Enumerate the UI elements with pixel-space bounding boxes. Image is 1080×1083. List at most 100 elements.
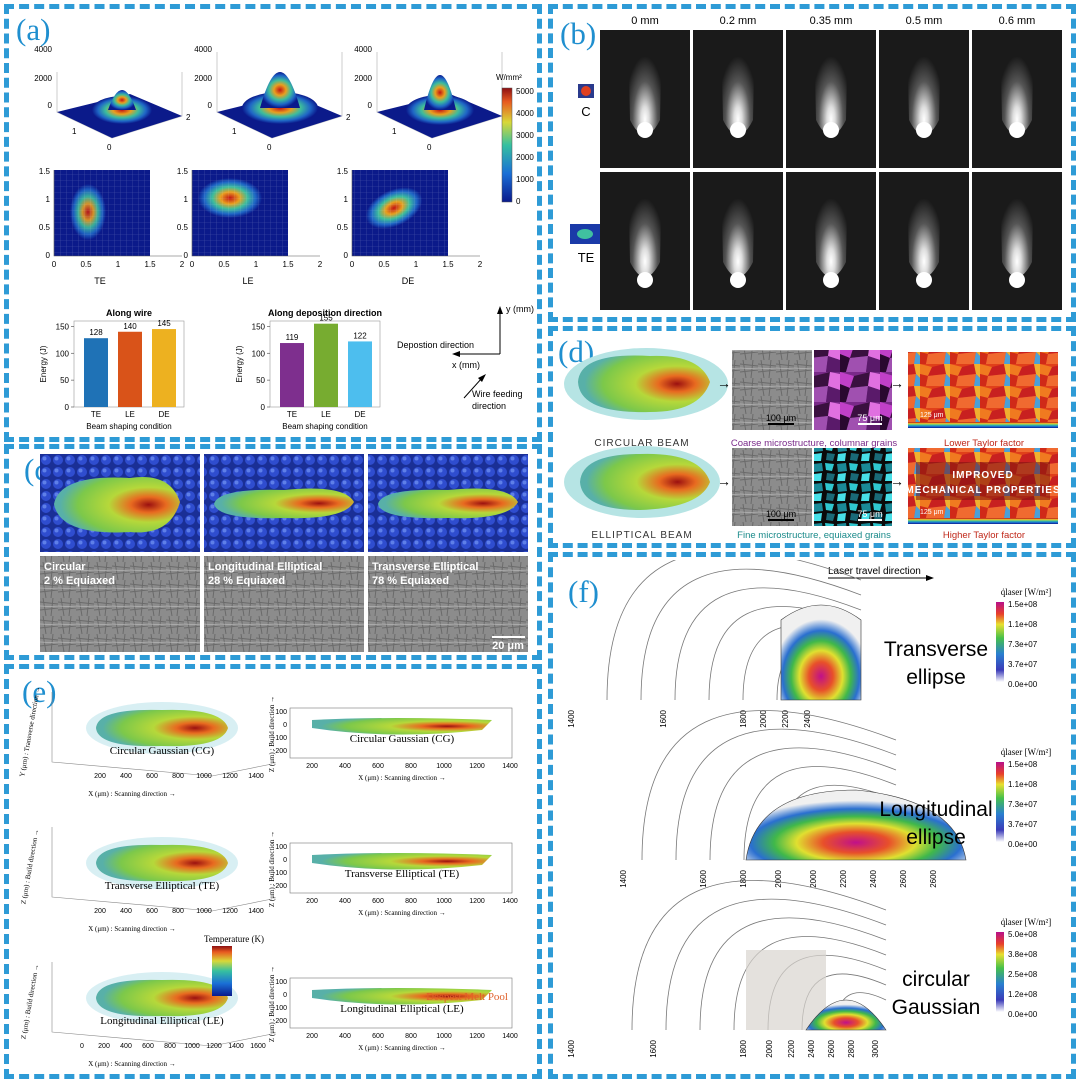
panel-b	[548, 4, 1076, 322]
sem-equiaxed-pct: 28 % Equiaxed	[208, 575, 285, 587]
heatmap-xtick: 1	[414, 260, 419, 269]
heat-flux-block: 1400 1600 1800 2000 2200 2400 2600 2800 3000 circ…	[567, 880, 1051, 1058]
heatmap-xtick: 2	[180, 260, 185, 269]
scale-bar-20um: 20 μm	[492, 636, 525, 652]
heat-source-name-2: ellipse	[906, 826, 966, 849]
bar-ytick: 150	[252, 322, 266, 331]
colorbar-tick: 4000	[516, 109, 534, 118]
sem-equiaxed-pct: 78 % Equiaxed	[372, 575, 449, 587]
e-side-title: Transverse Elliptical (TE)	[345, 868, 460, 880]
improved-banner	[916, 462, 1050, 500]
melt-spot	[637, 272, 653, 288]
contour-label: 2800	[847, 1039, 856, 1057]
contour-label: 2000	[774, 869, 783, 887]
heatmap-xtick: 0.5	[80, 260, 92, 269]
laser-travel-label: Laser travel direction	[828, 566, 921, 577]
svg-text:→: →	[890, 473, 904, 489]
surface-ztick: 4000	[194, 45, 212, 54]
panel-f-label: (f)	[566, 574, 601, 609]
e-side-xtick: 400	[339, 898, 351, 905]
heatmap-ytick: 1.5	[177, 167, 189, 176]
sem-case-name: Longitudinal Elliptical	[208, 561, 322, 573]
bar-category-label: TE	[287, 410, 297, 419]
colorbar-tick: 0	[516, 197, 521, 206]
e-3d-xlabel: X (μm) : Scanning direction →	[88, 1060, 176, 1068]
heatmap-xtick: 0	[52, 260, 57, 269]
e-3d-xtick: 1400	[248, 773, 264, 780]
bar-ytick: 0	[261, 403, 266, 412]
e-side-xtick: 1400	[502, 763, 518, 770]
contour-label: 1800	[739, 709, 748, 727]
heat-source-name: circular	[902, 968, 970, 991]
sem-image	[732, 448, 812, 526]
contour-label: 1400	[619, 869, 628, 887]
taylor-scale: 125 μm	[920, 412, 944, 419]
e-3d-title: Circular Gaussian (CG)	[110, 745, 215, 757]
heat-flux-tick: 1.5e+08	[1008, 760, 1038, 769]
bar-xlabel: Beam shaping condition	[282, 422, 367, 431]
heat-flux-tick: 3.8e+08	[1008, 950, 1038, 959]
bar-de	[348, 341, 372, 407]
surface-ztick: 2000	[194, 74, 212, 83]
temperature-label: Temperature (K)	[204, 934, 264, 944]
deposition-direction-label: Depostion direction	[397, 340, 474, 350]
e-side-title: Longitudinal Elliptical (LE)	[340, 1003, 464, 1015]
microstructure-desc: Coarse microstructure, columnar grains	[731, 438, 898, 449]
e-3d-xtick: 200	[94, 773, 106, 780]
bar-ytick: 100	[252, 349, 266, 358]
heat-source-name-2: Gaussian	[892, 996, 981, 1019]
bar-value-label: 155	[319, 314, 333, 323]
surface-ztick: 4000	[34, 45, 52, 54]
e-side-ytick: 100	[275, 844, 287, 851]
column-header: 0.35 mm	[810, 15, 853, 27]
bar-value-label: 128	[89, 328, 103, 337]
banner-line-2: MECHANICAL PROPERTIES	[905, 485, 1060, 496]
e-3d-xtick: 400	[120, 908, 132, 915]
heatmap-xtick: 0	[350, 260, 355, 269]
row-te-label: TE	[570, 224, 600, 265]
contour-label: 2400	[807, 1039, 816, 1057]
contour-label: 2400	[803, 709, 812, 727]
e-side-xtick: 1200	[469, 1033, 485, 1040]
sem-image	[732, 350, 812, 430]
heat-flux-colorbar	[996, 602, 1004, 682]
contour-label: 2600	[827, 1039, 836, 1057]
e-side-ytick: 0	[283, 857, 287, 864]
panel-b-label: (b)	[558, 16, 599, 51]
surface-ztick: 0	[368, 101, 373, 110]
contour-label: 1600	[659, 709, 668, 727]
bar-chart-along-wire: Along wire 150 100 50 0 Energy (J) Beam shapin…	[39, 308, 185, 431]
surface-xtick: 1	[392, 127, 397, 136]
heat-flux-tick: 1.2e+08	[1008, 990, 1038, 999]
e-side-ytick: -100	[273, 735, 287, 742]
e-side-ytick: 0	[283, 722, 287, 729]
e-side-xtick: 400	[339, 763, 351, 770]
sem-micrograph	[40, 556, 200, 652]
e-3d-xtick: 400	[120, 1043, 132, 1050]
e-side-xtick: 600	[372, 763, 384, 770]
bar-chart-title: Along deposition direction	[268, 308, 382, 318]
e-side-xtick: 1400	[502, 1033, 518, 1040]
e-side-xlabel: X (μm) : Scanning direction →	[358, 774, 446, 782]
surface-ztick: 0	[208, 101, 213, 110]
contour-label: 3000	[871, 1039, 880, 1057]
bar-value-label: 140	[123, 322, 137, 331]
e-3d-xtick: 800	[172, 773, 184, 780]
taylor-desc: Higher Taylor factor	[943, 530, 1025, 541]
e-3d-title: Longitudinal Elliptical (LE)	[100, 1015, 224, 1027]
contour-label: 2000	[765, 1039, 774, 1057]
panel-d-label: (d)	[556, 334, 597, 369]
wire-feeding-label-2: direction	[472, 401, 506, 411]
bar-category-label: DE	[354, 410, 365, 419]
e-side-xtick: 1200	[469, 763, 485, 770]
bar-de	[152, 329, 176, 407]
heat-flux-colorbar	[996, 762, 1004, 842]
bar-ytick: 50	[60, 376, 69, 385]
column-header: 0.6 mm	[999, 15, 1036, 27]
ebsd-map-purple	[814, 350, 892, 430]
e-side-zlabel: Z (μm) : Build direction →	[268, 966, 276, 1042]
e-side-ytick: 100	[275, 979, 287, 986]
heat-flux-tick: 0.0e+00	[1008, 680, 1038, 689]
bar-le	[118, 331, 142, 407]
bar-category-label: TE	[91, 410, 101, 419]
